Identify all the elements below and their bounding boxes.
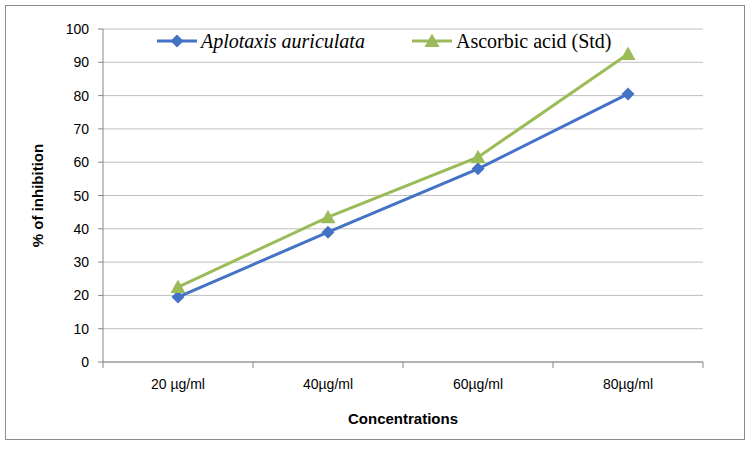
y-tick bbox=[98, 262, 103, 263]
legend-marker bbox=[171, 35, 184, 48]
y-tick-label: 10 bbox=[73, 321, 89, 337]
data-point bbox=[171, 280, 186, 294]
category-divider bbox=[403, 362, 404, 368]
y-tick bbox=[98, 95, 103, 96]
data-point bbox=[472, 162, 485, 175]
legend-label: Ascorbic acid (Std) bbox=[456, 30, 612, 53]
x-tick-label: 40µg/ml bbox=[303, 376, 353, 392]
category-divider bbox=[103, 362, 104, 368]
category-divider bbox=[253, 362, 254, 368]
y-tick-label: 80 bbox=[73, 88, 89, 104]
data-point bbox=[621, 46, 636, 60]
chart-frame bbox=[6, 6, 745, 440]
grid-line bbox=[103, 228, 703, 229]
y-tick bbox=[98, 328, 103, 329]
data-point bbox=[321, 210, 336, 224]
x-axis-title: Concentrations bbox=[348, 410, 458, 427]
y-tick bbox=[98, 195, 103, 196]
y-tick bbox=[98, 29, 103, 30]
grid-line bbox=[103, 295, 703, 296]
y-tick-label: 20 bbox=[73, 287, 89, 303]
data-point bbox=[322, 226, 335, 239]
y-tick-label: 70 bbox=[73, 121, 89, 137]
grid-line bbox=[103, 162, 703, 163]
y-tick-label: 30 bbox=[73, 254, 89, 270]
y-tick bbox=[98, 62, 103, 63]
y-axis-title: % of inhibition bbox=[29, 144, 46, 247]
y-tick-label: 50 bbox=[73, 188, 89, 204]
grid-line bbox=[103, 262, 703, 263]
y-tick bbox=[98, 128, 103, 129]
plot-area bbox=[171, 46, 636, 303]
grid-line bbox=[103, 195, 703, 196]
y-tick-label: 60 bbox=[73, 154, 89, 170]
category-divider bbox=[703, 362, 704, 368]
legend-marker bbox=[425, 34, 440, 48]
chart-container: 0 10 20 30 40 50 60 70 80 90 100 20 µg/ml 40µg/ml 60µ… bbox=[0, 0, 752, 458]
y-axis bbox=[103, 29, 104, 362]
data-point bbox=[471, 150, 486, 164]
grid-line bbox=[103, 128, 703, 129]
y-tick-label: 40 bbox=[73, 221, 89, 237]
grid-line bbox=[103, 95, 703, 96]
chart-svg: 0 10 20 30 40 50 60 70 80 90 100 20 µg/ml 40µg/ml 60µ… bbox=[0, 0, 752, 458]
y-tick bbox=[98, 362, 103, 363]
series-line bbox=[178, 94, 628, 297]
data-point bbox=[622, 87, 635, 100]
x-tick-label: 20 µg/ml bbox=[151, 376, 205, 392]
grid-line bbox=[103, 328, 703, 329]
category-divider bbox=[553, 362, 554, 368]
y-tick bbox=[98, 295, 103, 296]
y-tick-label: 100 bbox=[66, 21, 90, 37]
x-tick-label: 80µg/ml bbox=[603, 376, 653, 392]
series-line bbox=[178, 54, 628, 287]
y-tick bbox=[98, 228, 103, 229]
x-tick-label: 60µg/ml bbox=[453, 376, 503, 392]
y-tick bbox=[98, 162, 103, 163]
grid-line bbox=[103, 29, 703, 30]
y-tick-label: 90 bbox=[73, 54, 89, 70]
legend-label: Aplotaxis auriculata bbox=[199, 30, 365, 53]
y-tick-label: 0 bbox=[81, 354, 89, 370]
